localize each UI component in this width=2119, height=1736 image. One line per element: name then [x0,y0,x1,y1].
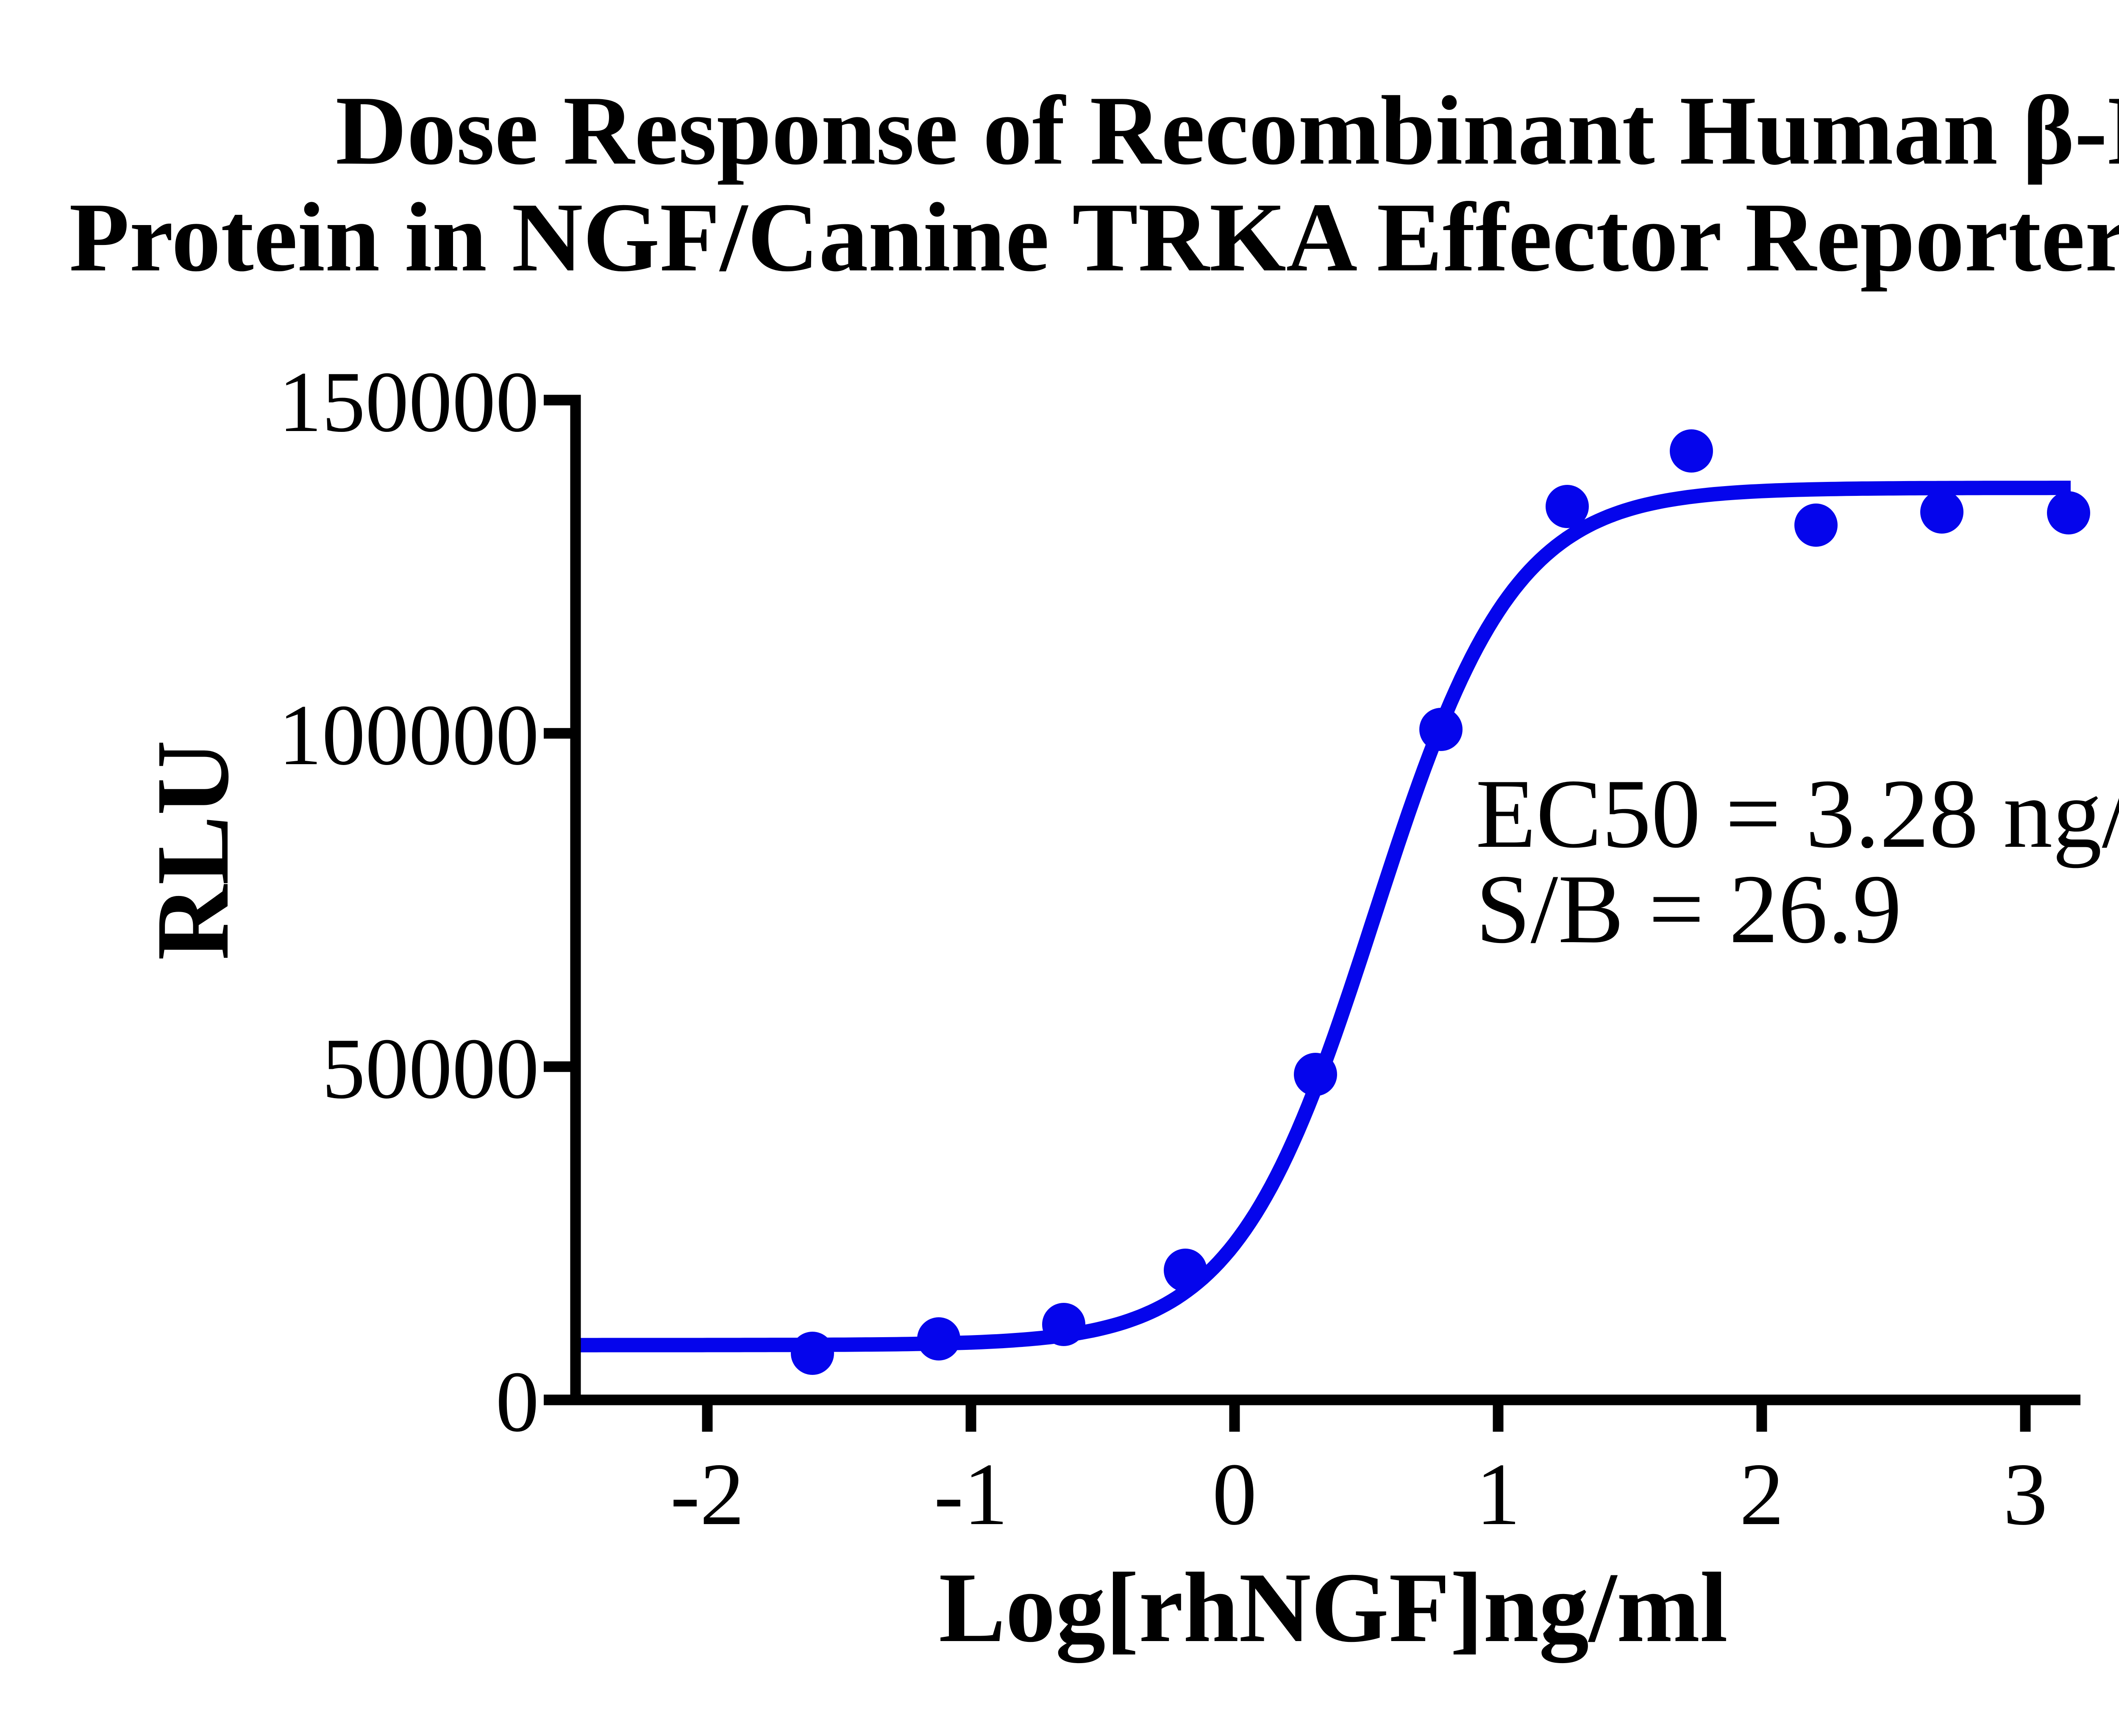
svg-text:EC50 = 3.28 ng/ml: EC50 = 3.28 ng/ml [1476,759,2119,868]
svg-text:150000: 150000 [278,354,539,450]
svg-text:0: 0 [496,1354,539,1450]
svg-text:-2: -2 [670,1445,745,1544]
svg-text:3: 3 [2003,1445,2048,1544]
svg-text:100000: 100000 [278,687,539,783]
svg-text:S/B = 26.9: S/B = 26.9 [1476,854,1902,964]
svg-text:Protein in NGF/Canine TRKA Eff: Protein in NGF/Canine TRKA Effector Repo… [69,183,2119,292]
svg-text:Dose Response of Recombinant H: Dose Response of Recombinant Human β-NGF [336,76,2119,185]
svg-text:50000: 50000 [322,1021,539,1117]
svg-text:RLU: RLU [135,740,250,960]
svg-text:1: 1 [1476,1445,1521,1544]
svg-text:0: 0 [1212,1445,1257,1544]
svg-text:Log[rhNGF]ng/ml: Log[rhNGF]ng/ml [939,1552,1728,1663]
svg-text:2: 2 [1740,1445,1784,1544]
svg-text:-1: -1 [934,1445,1008,1544]
